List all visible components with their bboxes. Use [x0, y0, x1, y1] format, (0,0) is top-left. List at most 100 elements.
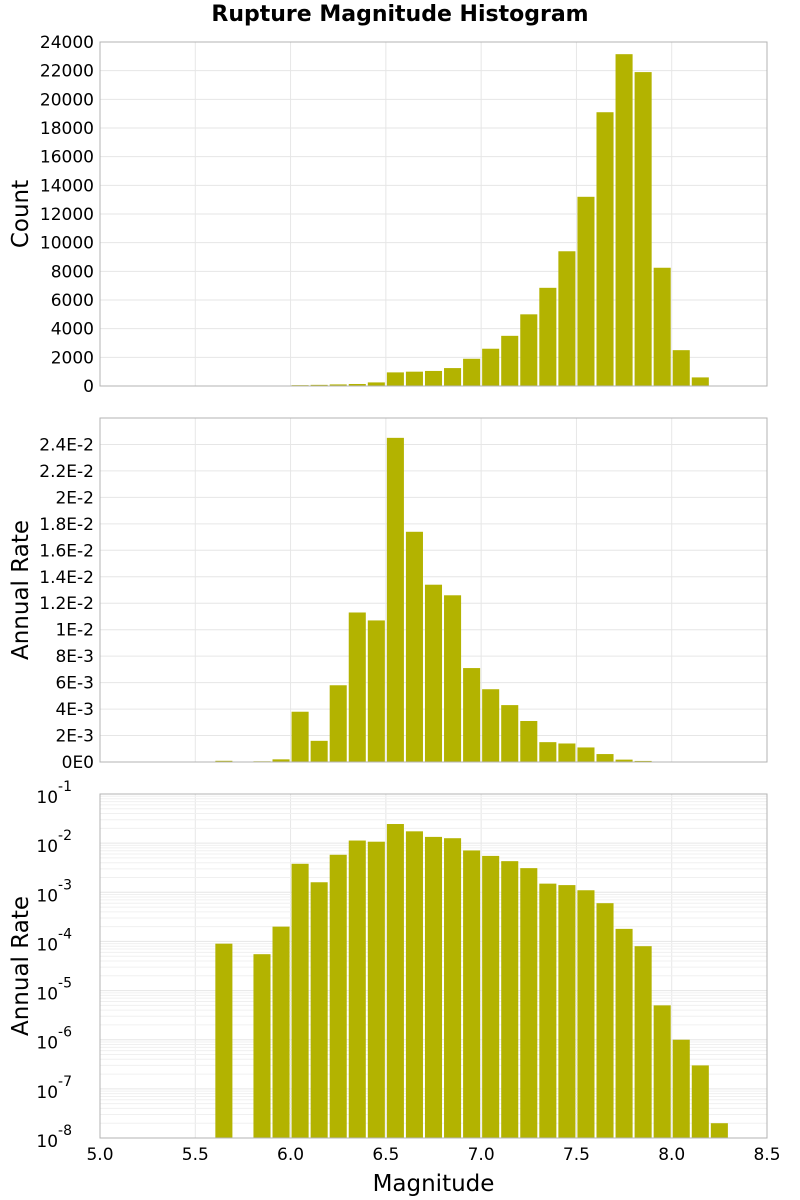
x-tick-label: 5.5 — [182, 1145, 209, 1165]
y-tick-label: 10-6 — [36, 1025, 72, 1054]
histogram-bar — [577, 890, 595, 1138]
histogram-bar — [482, 348, 500, 386]
histogram-bar — [463, 668, 481, 762]
y-tick-label: 8E-3 — [55, 647, 94, 667]
histogram-bar — [520, 868, 538, 1138]
y-tick-label: 4E-3 — [55, 700, 94, 720]
y-tick-label: 10-8 — [36, 1123, 72, 1152]
histogram-bar — [653, 267, 671, 386]
histogram-bar — [272, 759, 290, 762]
histogram-bar — [424, 836, 443, 1138]
histogram-bar — [444, 368, 462, 386]
histogram-bar — [615, 54, 633, 386]
histogram-bar — [691, 1065, 709, 1138]
histogram-bar — [520, 720, 538, 762]
histogram-bar — [596, 903, 614, 1138]
histogram-bar — [539, 742, 557, 762]
y-axis-label: Annual Rate — [8, 520, 34, 660]
histogram-bar — [405, 531, 423, 762]
histogram-bar — [691, 377, 709, 386]
histogram-bar — [634, 760, 652, 762]
histogram-bar — [444, 595, 462, 762]
y-tick-label: 10-7 — [36, 1074, 72, 1103]
histogram-bar — [329, 854, 347, 1138]
y-tick-label: 10000 — [40, 234, 94, 254]
x-tick-label: 6.5 — [372, 1145, 399, 1165]
y-tick-label: 6000 — [51, 291, 94, 311]
histogram-bar — [310, 384, 328, 386]
y-tick-label: 1E-2 — [55, 621, 94, 641]
y-tick-label: 6E-3 — [55, 674, 94, 694]
histogram-bar — [596, 112, 614, 386]
histogram-bar — [386, 824, 404, 1138]
histogram-bar — [291, 863, 309, 1138]
x-tick-label: 8.5 — [753, 1145, 780, 1165]
histogram-bar — [272, 926, 290, 1138]
histogram-bar — [386, 437, 404, 762]
histogram-bar — [367, 382, 385, 386]
chart-title: Rupture Magnitude Histogram — [211, 2, 589, 27]
histogram-bar — [501, 335, 519, 386]
histogram-bar — [253, 954, 271, 1138]
histogram-bar — [329, 384, 347, 386]
y-tick-label: 1.2E-2 — [39, 594, 94, 614]
histogram-bar — [386, 372, 404, 386]
y-axis-label: Count — [8, 180, 34, 248]
histogram-bar — [520, 314, 538, 386]
histogram-bar — [424, 370, 443, 386]
y-axis-label: Annual Rate — [8, 896, 34, 1036]
histogram-bar — [463, 358, 481, 386]
y-tick-label: 24000 — [40, 33, 94, 53]
y-tick-label: 2E-2 — [55, 488, 94, 508]
histogram-bar — [215, 943, 233, 1138]
histogram-bar — [463, 850, 481, 1138]
y-tick-label: 10-4 — [36, 926, 72, 955]
histogram-bar — [310, 740, 328, 762]
y-tick-label: 10-5 — [36, 976, 72, 1005]
y-tick-label: 8000 — [51, 262, 94, 282]
y-tick-label: 0E0 — [62, 753, 94, 773]
histogram-bar — [558, 885, 576, 1138]
x-tick-label: 6.0 — [277, 1145, 304, 1165]
y-tick-label: 2.4E-2 — [39, 435, 94, 455]
y-tick-label: 10-2 — [36, 828, 72, 857]
y-tick-label: 18000 — [40, 119, 94, 139]
histogram-bar — [291, 711, 309, 762]
histogram-bar — [558, 743, 576, 762]
histogram-bar — [348, 840, 366, 1138]
y-tick-label: 2.2E-2 — [39, 462, 94, 482]
x-tick-label: 8.0 — [658, 1145, 685, 1165]
histogram-bar — [367, 841, 385, 1138]
y-tick-label: 1.6E-2 — [39, 541, 94, 561]
y-tick-label: 2E-3 — [55, 727, 94, 747]
panel-1: 0 2000 4000 6000 8000 10000 12000 14000 16000 180… — [8, 33, 768, 397]
plot-frame — [99, 793, 768, 1139]
x-axis-label: Magnitude — [373, 1171, 495, 1197]
histogram-bar — [634, 946, 652, 1138]
y-tick-label: 10-1 — [36, 779, 72, 808]
histogram-bar — [215, 760, 233, 762]
y-tick-label: 14000 — [40, 176, 94, 196]
y-tick-label: 2000 — [51, 348, 94, 368]
x-tick-label: 5.0 — [86, 1145, 113, 1165]
histogram-bar — [672, 1039, 690, 1138]
plot-frame — [99, 417, 768, 763]
histogram-bar — [596, 754, 614, 762]
histogram-bar — [577, 196, 595, 386]
histogram-bar — [482, 855, 500, 1138]
histogram-bar — [348, 612, 366, 762]
histogram-bar — [348, 383, 366, 386]
histogram-bar — [501, 705, 519, 762]
histogram-bar — [501, 861, 519, 1138]
histogram-bar — [539, 883, 557, 1138]
panel-2: 0E0 2E-3 4E-3 6E-3 8E-3 1E-2 1.2E-2 1.4E-2 1.6E-… — [8, 417, 768, 773]
y-tick-label: 1.8E-2 — [39, 515, 94, 535]
histogram-bar — [405, 831, 423, 1138]
panel-3: 10-8 10-7 10-6 10-5 10-4 10-3 10-2 10-1 Annual R… — [8, 779, 781, 1197]
histogram-bar — [405, 371, 423, 386]
y-tick-label: 10-3 — [36, 877, 72, 906]
y-tick-label: 22000 — [40, 62, 94, 82]
histogram-bar — [539, 287, 557, 386]
